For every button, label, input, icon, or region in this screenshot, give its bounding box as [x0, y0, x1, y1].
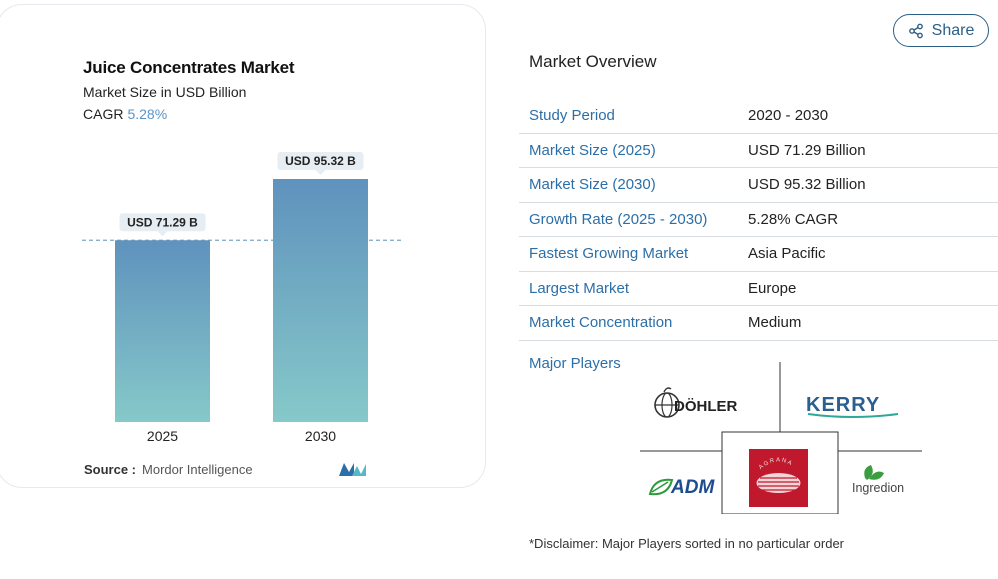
cagr-value: 5.28%	[127, 106, 168, 122]
overview-row: Fastest Growing Market Asia Pacific	[519, 237, 998, 272]
chart-subtitle: Market Size in USD Billion	[83, 84, 247, 100]
bar-chart: USD 71.29 B 2025 USD 95.32 B 2030	[82, 152, 402, 444]
center-box	[721, 431, 839, 514]
data-label-bg	[119, 213, 206, 232]
overview-key[interactable]: Market Size (2025)	[529, 141, 656, 159]
data-label: USD 95.32 B	[285, 154, 356, 168]
overview-value: Europe	[748, 279, 797, 297]
svg-text:Ingredion: Ingredion	[852, 481, 904, 495]
overview-key[interactable]: Fastest Growing Market	[529, 245, 689, 263]
kerry-logo[interactable]: KERRY	[806, 394, 899, 418]
data-label: USD 71.29 B	[127, 215, 198, 229]
source-text: Mordor Intelligence	[142, 462, 253, 477]
overview-row: Market Size (2025) USD 71.29 Billion	[519, 134, 998, 168]
overview-value: USD 95.32 Billion	[748, 176, 866, 194]
overview-row: Market Concentration Medium	[519, 306, 998, 341]
overview-row: Market Size (2030) USD 95.32 Billion	[519, 168, 998, 203]
share-label: Share	[931, 21, 975, 39]
major-players-grid: DÖHLER KERRY ADM AGRANA Ingredion	[640, 362, 922, 514]
adm-logo[interactable]: ADM	[648, 477, 715, 498]
data-label-bg	[277, 152, 364, 170]
overview-row: Study Period 2020 - 2030	[519, 99, 998, 134]
chart-title: Juice Concentrates Market	[83, 58, 295, 77]
agrana-logo[interactable]: AGRANA	[749, 449, 808, 507]
share-icon	[908, 23, 923, 38]
chart-source: Source : Mordor Intelligence	[84, 462, 253, 477]
data-label-pointer	[157, 231, 168, 237]
svg-text:DÖHLER: DÖHLER	[674, 398, 738, 415]
source-label: Source :	[84, 462, 137, 477]
overview-value: USD 71.29 Billion	[748, 141, 866, 159]
overview-key[interactable]: Growth Rate (2025 - 2030)	[529, 210, 708, 228]
overview-key[interactable]: Market Concentration	[529, 314, 673, 332]
overview-value: Asia Pacific	[748, 245, 826, 263]
overview-key[interactable]: Market Size (2030)	[529, 176, 656, 194]
x-tick-label: 2030	[305, 428, 336, 444]
overview-title: Market Overview	[529, 52, 657, 71]
bar-2030	[273, 179, 368, 422]
overview-value: 5.28% CAGR	[748, 210, 839, 228]
cagr-line: CAGR 5.28%	[83, 106, 167, 122]
bar-2025	[115, 240, 210, 422]
overview-value: Medium	[748, 314, 802, 332]
overview-key[interactable]: Largest Market	[529, 279, 630, 297]
major-players-label[interactable]: Major Players	[529, 355, 621, 372]
disclaimer: *Disclaimer: Major Players sorted in no …	[529, 536, 845, 551]
overview-row: Growth Rate (2025 - 2030) 5.28% CAGR	[519, 203, 998, 237]
x-tick-label: 2025	[147, 428, 178, 444]
overview-value: 2020 - 2030	[748, 107, 829, 125]
dohler-logo[interactable]: DÖHLER	[654, 387, 738, 418]
overview-row: Largest Market Europe	[519, 272, 998, 306]
data-label-pointer	[315, 170, 326, 175]
mordor-logo-icon	[339, 463, 366, 476]
ingredion-logo[interactable]: Ingredion	[852, 465, 904, 495]
svg-text:KERRY: KERRY	[806, 394, 880, 416]
overview-table: Study Period 2020 - 2030 Market Size (2025…	[519, 99, 998, 341]
cagr-label: CAGR	[83, 106, 124, 122]
overview-key[interactable]: Study Period	[529, 107, 615, 125]
chart-card	[0, 4, 486, 488]
share-button[interactable]: Share	[893, 14, 989, 47]
svg-text:ADM: ADM	[670, 477, 715, 498]
